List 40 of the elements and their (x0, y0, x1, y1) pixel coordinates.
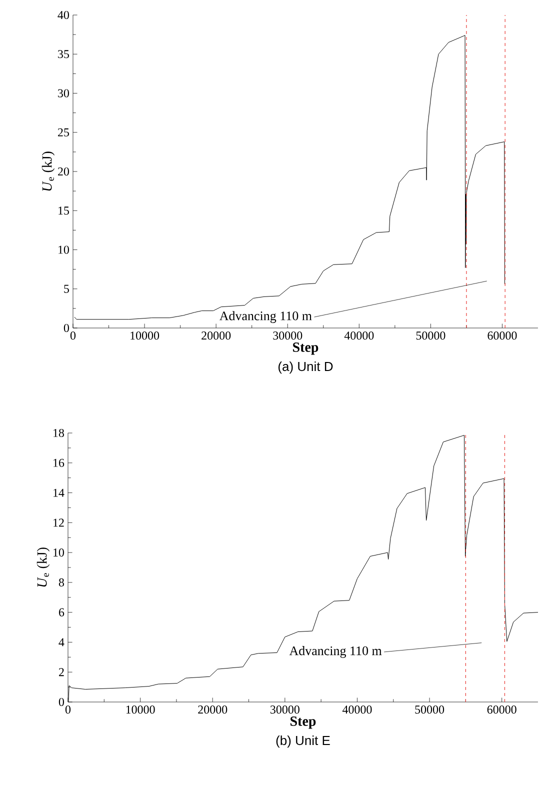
x-tick-label: 30000 (270, 706, 300, 714)
x-tick-label: 30000 (273, 332, 302, 340)
y-axis-title: U$_{e}$ (kJ) (42, 152, 55, 191)
y-tick-label: 40 (58, 10, 69, 20)
y-tick-label: 15 (58, 206, 69, 215)
y-tick-label: 12 (54, 518, 64, 527)
x-tick-label: 50000 (415, 706, 444, 714)
y-tick-label: 35 (58, 50, 69, 58)
y-tick-label: 6 (58, 608, 64, 616)
y-axis-title: U$_{e}$ (kJ) (36, 548, 50, 587)
y-tick-label: 25 (58, 128, 69, 136)
y-tick-label: 30 (58, 89, 69, 98)
y-tick-label: 16 (54, 458, 64, 467)
x-tick-label: 40000 (342, 706, 372, 714)
y-tick-label: 14 (54, 488, 64, 497)
x-tick-label: 50000 (416, 332, 446, 340)
x-axis-title: Step (293, 342, 318, 355)
annotation: Advancing 110 m (289, 646, 382, 658)
x-tick-label: 60000 (487, 706, 516, 714)
y-tick-label: 8 (58, 578, 64, 586)
y-tick-label: 18 (54, 428, 64, 438)
y-tick-label: 0 (58, 698, 64, 706)
x-tick-label: 40000 (344, 332, 374, 340)
x-tick-label: 10000 (130, 332, 160, 340)
annotation: Advancing 110 m (219, 311, 312, 323)
y-tick-label: 4 (58, 638, 64, 646)
y-tick-label: 0 (64, 324, 70, 332)
y-tick-label: 5 (64, 284, 70, 293)
x-tick-label: 60000 (488, 332, 517, 340)
text: (a) Unit D (278, 362, 333, 374)
y-tick-label: 2 (59, 668, 64, 676)
text: (b) Unit E (276, 736, 330, 748)
x-tick-label: 20000 (198, 706, 228, 714)
x-tick-label: 20000 (202, 332, 231, 340)
y-tick-label: 10 (58, 246, 69, 254)
y-tick-label: 10 (54, 548, 64, 557)
x-tick-label: 0 (70, 332, 76, 340)
x-axis-title: Step (290, 716, 316, 729)
y-tick-label: 20 (58, 167, 69, 176)
x-tick-label: 10000 (126, 706, 155, 714)
